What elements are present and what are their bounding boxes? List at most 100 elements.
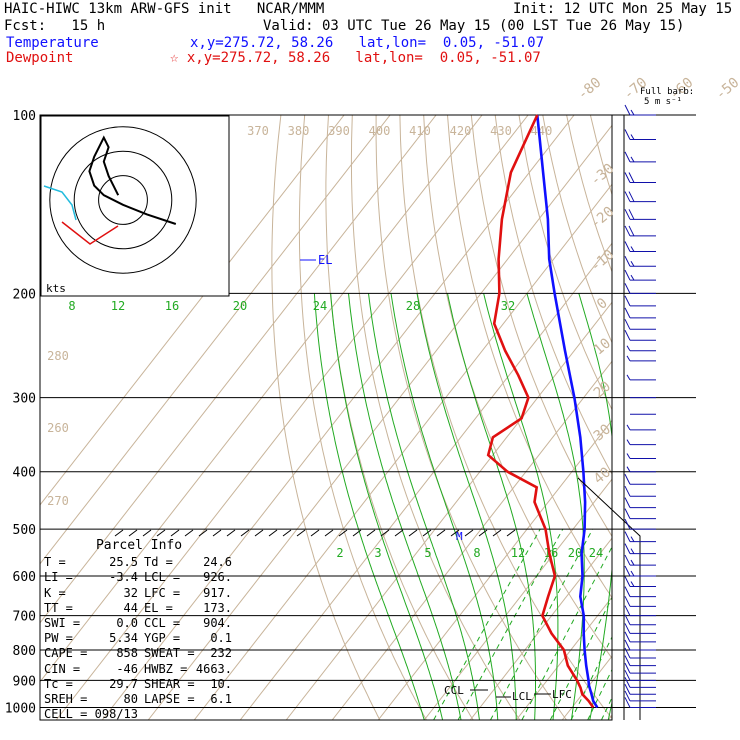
isotherm-label: -50 xyxy=(713,75,740,104)
wind-barb xyxy=(624,295,656,307)
wind-barb xyxy=(626,453,656,459)
parcel-cell: 098/13 xyxy=(94,707,138,722)
moist-adiabat-label: 28 xyxy=(406,299,420,313)
wind-barb-flag xyxy=(624,172,631,183)
wind-barb xyxy=(624,605,656,617)
wind-barb-half-flag xyxy=(630,536,635,542)
dry-adiabat-label: 410 xyxy=(409,124,431,138)
wind-barb-half-flag xyxy=(626,345,631,352)
wind-barb xyxy=(624,241,656,253)
wind-barb-flag xyxy=(624,256,631,267)
freezing-hatch xyxy=(282,529,292,537)
parcel-cell: T = xyxy=(44,555,66,570)
wind-barb-flag xyxy=(624,209,631,220)
isotherm-label: 40 xyxy=(591,464,614,487)
wind-barb-flag xyxy=(624,596,631,607)
wind-barb-flag xyxy=(624,684,631,695)
dry-adiabat-line xyxy=(298,115,427,720)
parcel-row: SREH = 80 LAPSE = 6.1 xyxy=(44,692,234,707)
wind-barb xyxy=(624,639,656,651)
wind-barb-flag xyxy=(624,531,631,542)
parcel-cell: 80 xyxy=(123,692,138,707)
freezing-hatch xyxy=(310,529,320,537)
wind-barb-half-flag xyxy=(626,453,631,459)
parcel-cell: 25.5 xyxy=(109,555,138,570)
wind-barb-half-flag xyxy=(630,570,635,577)
wind-barb-flag xyxy=(624,283,631,294)
wind-barb-flag xyxy=(624,662,631,674)
hodograph-box xyxy=(40,115,230,297)
parcel-cell: LI = xyxy=(44,570,73,585)
pressure-tick-label: 1000 xyxy=(5,701,36,716)
wind-barb xyxy=(624,269,656,281)
wind-barb-half-flag xyxy=(626,374,631,381)
wind-barb-flag xyxy=(624,639,631,651)
dry-adiabat-line xyxy=(518,115,612,411)
wind-barb-flag xyxy=(624,655,631,666)
wind-barb xyxy=(624,319,656,330)
moist-adiabat-line xyxy=(447,293,536,720)
moist-adiabat-line xyxy=(416,293,517,720)
freezing-hatch xyxy=(212,529,222,537)
freezing-hatch xyxy=(436,529,446,537)
wind-barb-flag xyxy=(624,508,631,519)
dry-adiabat-line xyxy=(494,115,612,475)
wind-barb xyxy=(624,655,656,667)
parcel-cell: 858 xyxy=(116,646,138,661)
wind-barb xyxy=(624,256,656,267)
dry-adiabat-label: 440 xyxy=(531,124,553,138)
freezing-hatch xyxy=(184,529,194,537)
wind-barb xyxy=(624,531,656,543)
dry-adiabat-label: 400 xyxy=(369,124,391,138)
isotherm-line xyxy=(377,419,612,720)
parcel-row: SWI = 0.0 CCL = 904. xyxy=(44,616,234,631)
isotherm-line xyxy=(423,478,612,720)
parcel-cell: K = xyxy=(44,585,66,600)
moist-adiabat-label: 8 xyxy=(68,299,75,313)
wind-barb-half-flag xyxy=(630,260,635,267)
parcel-cell: CAPE = xyxy=(44,646,88,661)
wind-barb xyxy=(626,466,656,473)
mixing-ratio-label: 3 xyxy=(374,546,381,560)
dry-adiabat-line xyxy=(638,115,740,720)
hodograph-trace xyxy=(88,135,177,225)
wind-barb xyxy=(624,543,656,555)
parcel-cell: HWBZ = xyxy=(144,661,188,676)
wind-barb-flag xyxy=(628,191,635,202)
wind-barb xyxy=(624,631,656,643)
wind-barb-flag xyxy=(624,104,631,116)
wind-barb-half-flag xyxy=(630,134,635,140)
wind-barb-flag xyxy=(624,576,631,587)
parcel-cell: LCL = xyxy=(144,570,181,585)
dry-adiabat-label: 260 xyxy=(47,421,69,435)
pressure-tick-label: 200 xyxy=(13,287,36,302)
hodograph-ring xyxy=(49,126,197,274)
parcel-cell: LFC = xyxy=(144,585,181,600)
wind-barb xyxy=(624,330,656,341)
wind-barb-flag xyxy=(624,241,631,252)
isotherm-line xyxy=(147,124,612,720)
moist-adiabat-line xyxy=(526,293,585,720)
dry-adiabat-line xyxy=(470,115,612,538)
parcel-row: Tc = 29.7 SHEAR = 10. xyxy=(44,677,234,692)
freezing-hatch xyxy=(142,529,152,537)
parcel-cell: SWI = xyxy=(44,616,81,631)
mixing-ratio-label: 5 xyxy=(424,546,431,560)
dry-adiabat-label: 270 xyxy=(47,494,69,508)
freezing-hatch xyxy=(324,529,334,537)
moist-adiabat-label: 16 xyxy=(165,299,179,313)
wind-barb xyxy=(624,596,656,607)
dry-adiabat-line xyxy=(566,115,612,273)
moist-adiabat-line xyxy=(578,293,612,720)
wind-barb xyxy=(624,670,656,681)
moist-adiabat-label: 12 xyxy=(111,299,125,313)
mixing-ratio-label: 12 xyxy=(511,546,525,560)
parcel-cell: 926. xyxy=(203,570,232,585)
mixing-ratio-label: 2 xyxy=(336,546,343,560)
freezing-hatch xyxy=(268,529,278,537)
mixing-ratio-label: 8 xyxy=(473,546,480,560)
pressure-tick-label: 500 xyxy=(13,523,36,538)
parcel-cell: Tc = xyxy=(44,676,73,691)
wind-barb xyxy=(624,307,656,319)
isotherm-line xyxy=(700,115,740,720)
